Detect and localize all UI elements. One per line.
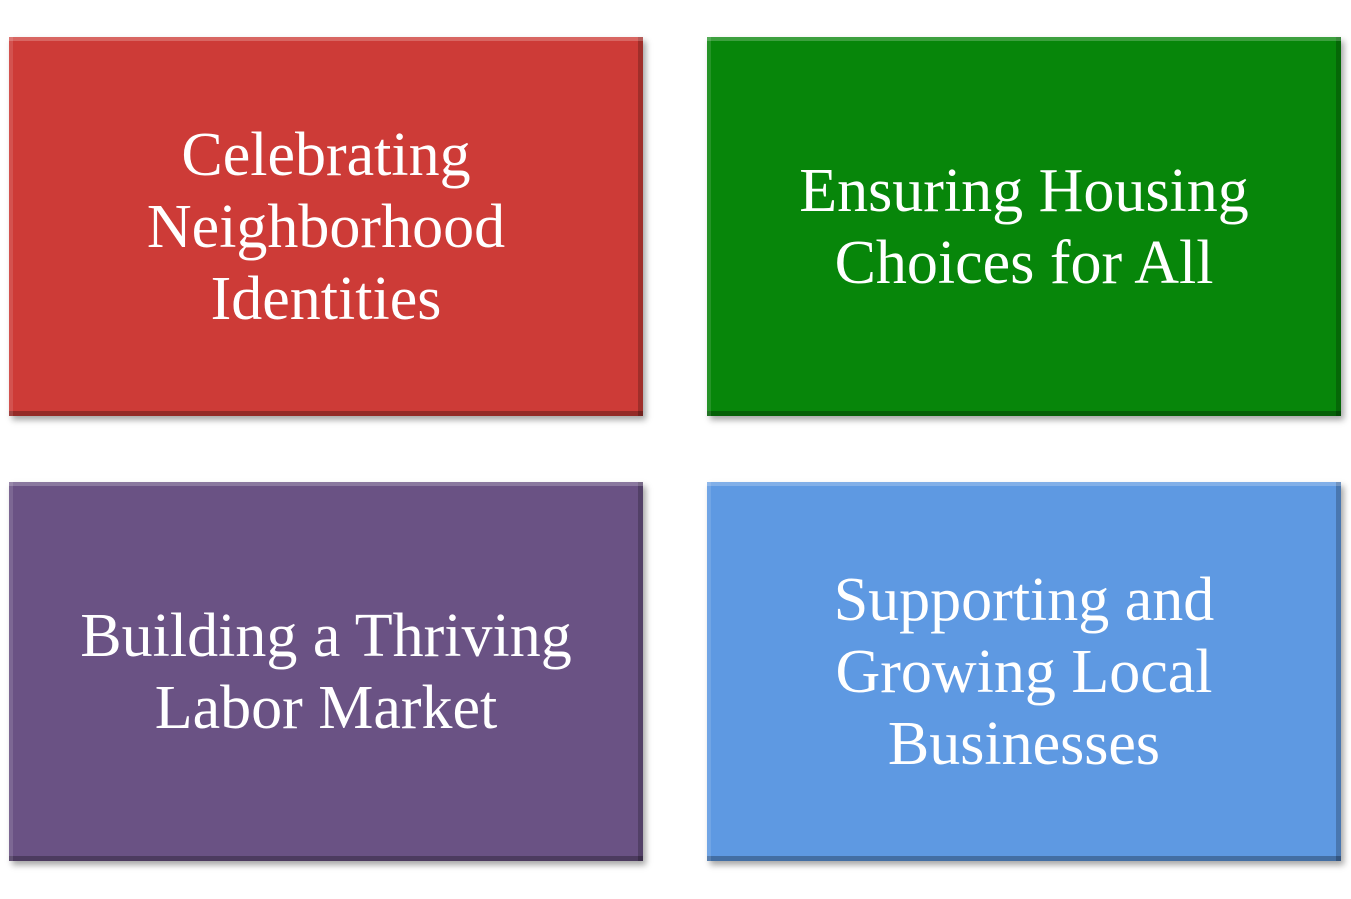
tile-celebrating-neighborhood-identities: Celebrating Neighborhood Identities: [9, 37, 643, 416]
tile-label: Supporting and Growing Local Businesses: [833, 565, 1215, 778]
tile-label: Celebrating Neighborhood Identities: [146, 120, 506, 333]
tile-supporting-local-businesses: Supporting and Growing Local Businesses: [707, 482, 1341, 861]
tile-building-labor-market: Building a Thriving Labor Market: [9, 482, 643, 861]
tile-ensuring-housing-choices: Ensuring Housing Choices for All: [707, 37, 1341, 416]
tile-label: Building a Thriving Labor Market: [80, 601, 572, 742]
tile-label: Ensuring Housing Choices for All: [799, 156, 1249, 297]
